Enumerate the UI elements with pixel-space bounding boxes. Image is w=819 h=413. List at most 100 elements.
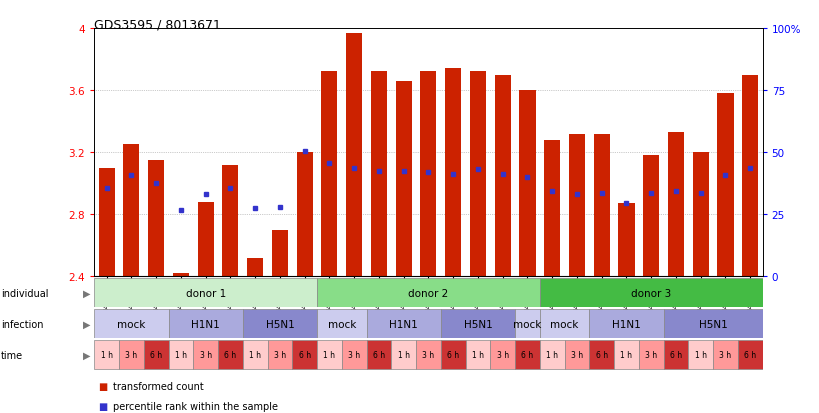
Bar — [193, 340, 218, 369]
Text: 6 h: 6 h — [595, 350, 607, 359]
Text: 3 h: 3 h — [718, 350, 731, 359]
Bar — [589, 340, 613, 369]
Text: H5N1: H5N1 — [463, 319, 491, 329]
Bar — [717, 94, 733, 277]
Text: H5N1: H5N1 — [265, 319, 294, 329]
Text: 3 h: 3 h — [422, 350, 434, 359]
Bar — [342, 340, 366, 369]
Text: ■: ■ — [98, 381, 107, 391]
Bar — [317, 309, 366, 338]
Text: 6 h: 6 h — [298, 350, 310, 359]
Bar — [593, 134, 609, 277]
Bar — [544, 140, 559, 277]
Bar — [218, 340, 242, 369]
Text: H1N1: H1N1 — [611, 319, 640, 329]
Bar — [539, 309, 589, 338]
Text: infection: infection — [1, 319, 43, 329]
Bar — [465, 340, 490, 369]
Bar — [396, 81, 411, 277]
Bar — [366, 340, 391, 369]
Bar — [518, 91, 535, 277]
Text: 1 h: 1 h — [472, 350, 483, 359]
Bar — [222, 165, 238, 277]
Bar — [169, 340, 193, 369]
Bar — [143, 340, 169, 369]
Bar — [420, 72, 436, 277]
Bar — [94, 340, 119, 369]
Text: donor 1: donor 1 — [185, 288, 225, 298]
Bar — [242, 340, 267, 369]
Bar — [346, 33, 362, 277]
Text: 6 h: 6 h — [744, 350, 755, 359]
Bar — [94, 278, 317, 307]
Bar — [247, 258, 263, 277]
Text: 3 h: 3 h — [348, 350, 360, 359]
Text: 1 h: 1 h — [249, 350, 261, 359]
Text: mock: mock — [117, 319, 146, 329]
Bar — [687, 340, 713, 369]
Text: 6 h: 6 h — [224, 350, 236, 359]
Bar — [292, 340, 317, 369]
Bar — [366, 309, 441, 338]
Bar — [539, 340, 564, 369]
Text: 3 h: 3 h — [125, 350, 138, 359]
Bar — [173, 274, 188, 277]
Bar — [667, 133, 683, 277]
Text: mock: mock — [513, 319, 541, 329]
Text: 6 h: 6 h — [150, 350, 162, 359]
Text: mock: mock — [328, 319, 355, 329]
Text: ■: ■ — [98, 401, 107, 411]
Text: 1 h: 1 h — [397, 350, 410, 359]
Bar — [692, 153, 708, 277]
Bar — [613, 340, 638, 369]
Bar — [441, 340, 465, 369]
Bar — [415, 340, 441, 369]
Bar — [272, 230, 287, 277]
Text: 3 h: 3 h — [496, 350, 508, 359]
Text: 1 h: 1 h — [620, 350, 631, 359]
Text: transformed count: transformed count — [113, 381, 204, 391]
Bar — [514, 340, 539, 369]
Bar — [490, 340, 514, 369]
Text: 3 h: 3 h — [570, 350, 582, 359]
Text: GDS3595 / 8013671: GDS3595 / 8013671 — [94, 19, 221, 31]
Text: percentile rank within the sample: percentile rank within the sample — [113, 401, 278, 411]
Bar — [642, 156, 658, 277]
Text: 3 h: 3 h — [199, 350, 211, 359]
Bar — [741, 75, 758, 277]
Text: 6 h: 6 h — [446, 350, 459, 359]
Bar — [94, 309, 169, 338]
Bar — [370, 72, 387, 277]
Bar — [713, 340, 737, 369]
Bar — [618, 204, 634, 277]
Text: H5N1: H5N1 — [698, 319, 726, 329]
Text: 6 h: 6 h — [373, 350, 385, 359]
Text: donor 2: donor 2 — [408, 288, 448, 298]
Text: ▶: ▶ — [83, 319, 90, 329]
Text: 6 h: 6 h — [669, 350, 681, 359]
Text: 1 h: 1 h — [694, 350, 706, 359]
Text: donor 3: donor 3 — [631, 288, 671, 298]
Bar — [638, 340, 663, 369]
Bar — [494, 75, 510, 277]
Bar — [242, 309, 317, 338]
Bar — [445, 69, 460, 277]
Bar — [119, 340, 143, 369]
Bar — [317, 278, 539, 307]
Text: mock: mock — [550, 319, 578, 329]
Text: ▶: ▶ — [83, 288, 90, 298]
Bar — [197, 202, 214, 277]
Bar — [539, 278, 762, 307]
Text: 1 h: 1 h — [545, 350, 558, 359]
Bar — [441, 309, 514, 338]
Text: 3 h: 3 h — [274, 350, 286, 359]
Text: 3 h: 3 h — [645, 350, 657, 359]
Bar — [663, 340, 687, 369]
Text: 6 h: 6 h — [521, 350, 533, 359]
Text: H1N1: H1N1 — [191, 319, 219, 329]
Bar — [589, 309, 663, 338]
Bar — [267, 340, 292, 369]
Text: individual: individual — [1, 288, 48, 298]
Bar — [568, 134, 584, 277]
Bar — [98, 168, 115, 277]
